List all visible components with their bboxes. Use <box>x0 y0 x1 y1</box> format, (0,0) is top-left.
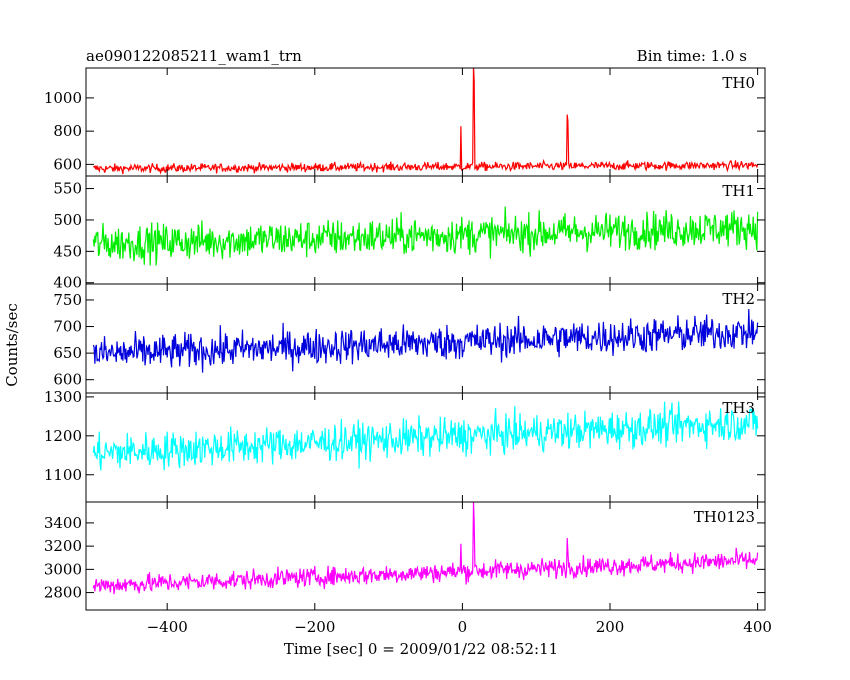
y-tick-label: 1200 <box>44 427 82 445</box>
y-tick-label: 500 <box>53 211 82 229</box>
series-line-th0123 <box>92 502 759 595</box>
y-tick-label: 3400 <box>44 514 82 532</box>
panel-name: TH3 <box>722 399 755 417</box>
panel-th0: 600 800 1000 TH0 <box>44 67 766 177</box>
series-line-th1 <box>92 206 759 266</box>
y-tick-label: 2800 <box>44 584 82 602</box>
panel-name: TH0123 <box>694 508 755 526</box>
y-tick-label: 1100 <box>44 466 82 484</box>
panel-frame <box>85 67 766 177</box>
x-tick-labels: −400 −200 0 200 400 <box>147 618 772 636</box>
y-tick-label: 1000 <box>44 89 82 107</box>
bin-time-label: Bin time: 1.0 s <box>637 47 747 65</box>
panel-frame <box>85 501 766 611</box>
x-tick-label: 200 <box>596 618 625 636</box>
y-tick-label: 750 <box>53 291 82 309</box>
y-tick-label: 1300 <box>44 388 82 406</box>
y-tick-label: 700 <box>53 318 82 336</box>
y-tick-label: 650 <box>53 344 82 362</box>
panel-th1: 400 450 500 550 TH1 <box>53 175 766 292</box>
x-tick-label: −400 <box>147 618 188 636</box>
chart-title: ae090122085211_wam1_trn <box>86 47 302 65</box>
panel-th3: 1100 1200 1300 TH3 <box>44 388 766 503</box>
x-axis-label: Time [sec] 0 = 2009/01/22 08:52:11 <box>284 640 558 658</box>
y-tick-label: 600 <box>53 371 82 389</box>
series-line-th2 <box>92 308 759 373</box>
y-tick-label: 800 <box>53 122 82 140</box>
y-tick-label: 450 <box>53 242 82 260</box>
y-tick-label: 600 <box>53 155 82 173</box>
y-tick-label: 400 <box>53 274 82 292</box>
panel-th0123: 2800 3000 3200 3400 TH0123 <box>44 501 766 611</box>
x-tick-label: 400 <box>743 618 772 636</box>
y-tick-label: 3200 <box>44 537 82 555</box>
panel-name: TH1 <box>722 182 755 200</box>
y-tick-label: 550 <box>53 180 82 198</box>
series-line-th3 <box>92 401 759 471</box>
x-tick-label: 0 <box>458 618 468 636</box>
panel-name: TH0 <box>722 74 755 92</box>
panel-th2: 600 650 700 750 TH2 <box>53 283 766 394</box>
y-axis-label: Counts/sec <box>3 303 21 387</box>
y-tick-label: 3000 <box>44 560 82 578</box>
panels-group: 600 800 1000 TH0 400 450 500 550 TH1 600 650 700 750… <box>44 67 772 636</box>
series-line-th0 <box>92 68 759 175</box>
x-tick-label: −200 <box>294 618 335 636</box>
panel-name: TH2 <box>722 290 755 308</box>
